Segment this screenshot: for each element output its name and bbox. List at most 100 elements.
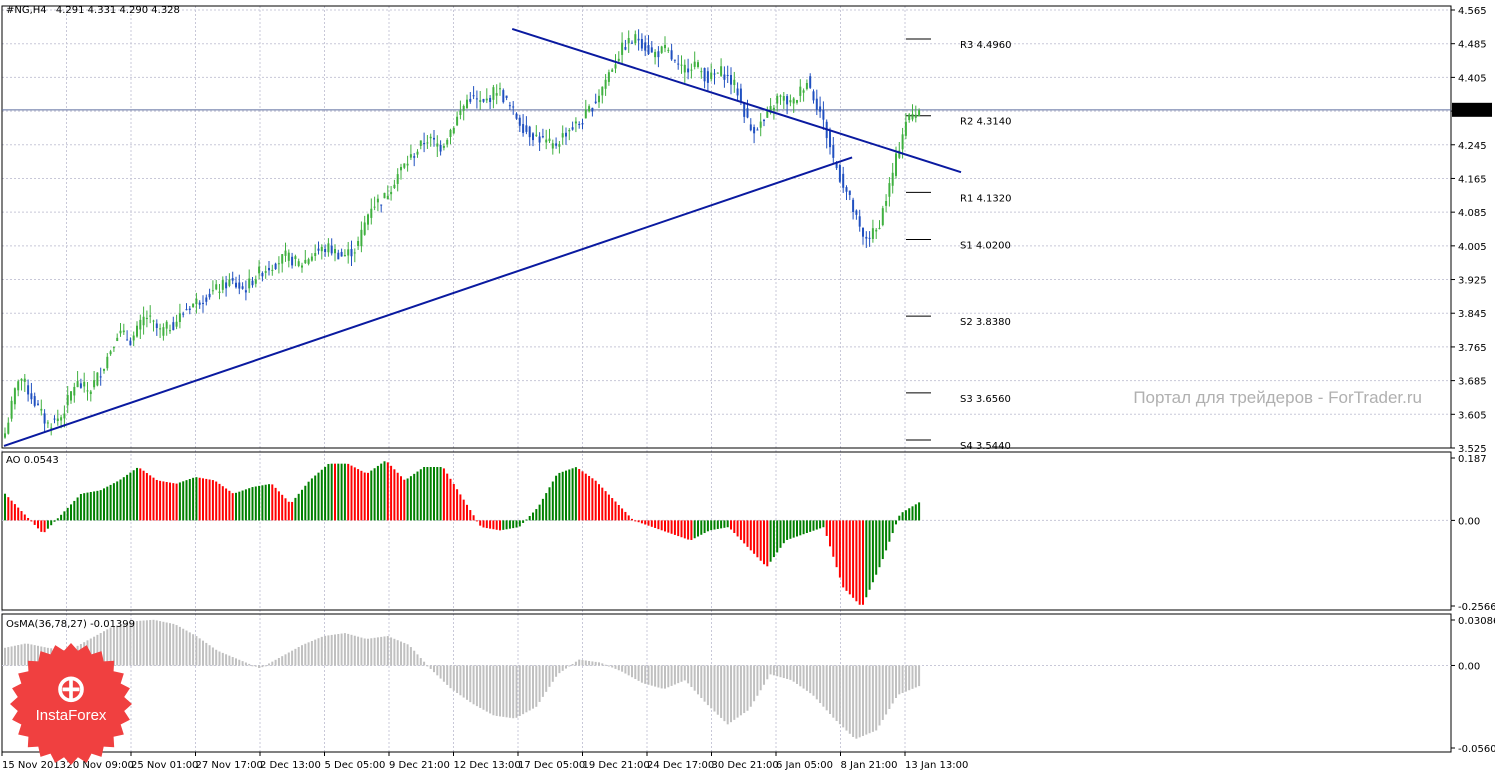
candle-body — [360, 229, 363, 247]
candle-body — [50, 427, 53, 429]
candle-body — [756, 129, 759, 131]
candle-body — [271, 269, 274, 271]
osma-bar — [251, 665, 254, 667]
ao-bar — [165, 481, 168, 521]
candle-body — [802, 90, 805, 93]
ao-bar — [815, 520, 818, 530]
ao-bar — [664, 520, 666, 532]
osma-bar — [888, 665, 891, 709]
panel-frame — [1, 451, 1452, 611]
ao-bar — [845, 520, 848, 591]
ao-bar — [730, 520, 732, 530]
ao-bar — [132, 470, 135, 521]
candle-body — [591, 107, 594, 112]
osma-bar — [185, 630, 188, 666]
candle-body — [129, 340, 132, 346]
osma-bar — [895, 665, 897, 699]
candle-body — [584, 109, 587, 119]
candle-body — [413, 156, 416, 158]
pivot-label-r1: R1 4.1320 — [960, 193, 1011, 204]
osma-bar — [360, 637, 363, 666]
candle-body — [76, 381, 79, 388]
osma-bar — [782, 665, 785, 679]
candle-body — [218, 291, 221, 293]
ao-bar — [17, 507, 20, 521]
ao-bar — [697, 520, 699, 537]
osma-bar — [416, 654, 419, 666]
candles — [4, 29, 921, 439]
candle-body — [56, 418, 59, 421]
pivot-label-r2: R2 4.3140 — [960, 117, 1011, 128]
osma-bar — [472, 665, 475, 705]
osma-bar — [829, 665, 831, 715]
candle-body — [845, 187, 848, 192]
osma-bar — [878, 665, 881, 726]
price-tick-label: 4.565 — [1458, 6, 1487, 17]
ao-bar — [512, 520, 515, 529]
osma-bar — [683, 665, 686, 681]
osma-bar — [885, 665, 888, 715]
candle-body — [908, 114, 911, 121]
osma-bar — [591, 661, 594, 666]
osma-bar — [248, 663, 251, 666]
candle-body — [535, 134, 538, 136]
osma-bar — [485, 665, 488, 712]
osma-bar — [221, 652, 224, 666]
candle-body — [30, 393, 33, 400]
candle-body — [911, 113, 914, 120]
ao-bar — [502, 520, 505, 530]
candle-body — [904, 121, 907, 136]
osma-bar — [215, 649, 218, 666]
candle-body — [565, 132, 567, 137]
ao-bar — [317, 472, 320, 521]
ao-bar — [73, 500, 76, 521]
osma-bar — [96, 634, 99, 666]
candle-body — [416, 151, 419, 155]
osma-bar — [753, 665, 756, 702]
candle-body — [195, 298, 198, 305]
osma-bar — [502, 665, 505, 717]
candle-body — [211, 290, 214, 292]
ao-bar — [532, 512, 534, 521]
osma-bar — [367, 638, 369, 666]
ao-bar — [188, 478, 191, 521]
ao-bar — [106, 486, 109, 521]
candle-body — [139, 319, 142, 330]
osma-bar — [320, 636, 323, 666]
ao-bar — [763, 520, 765, 565]
candle-body — [528, 126, 531, 138]
candle-body — [433, 137, 435, 140]
osma-bar — [654, 665, 657, 687]
candle-body — [185, 309, 188, 311]
ao-bar — [726, 520, 729, 528]
ao-bar — [202, 478, 204, 521]
ao-bar — [93, 491, 96, 521]
ao-bar — [396, 472, 399, 521]
osma-bar — [743, 665, 746, 714]
ao-bar — [357, 469, 360, 521]
ao-bar — [776, 520, 779, 553]
osma-bar — [693, 665, 696, 691]
ao-bar — [129, 472, 132, 521]
osma-bar — [23, 643, 26, 666]
osma-bar — [739, 665, 742, 716]
osma-bar — [862, 665, 864, 736]
candle-body — [175, 321, 178, 327]
osma-bar — [716, 665, 719, 715]
osma-bar — [225, 654, 228, 666]
ao-bar — [911, 506, 914, 521]
osma-bar — [211, 647, 214, 666]
osma-bar — [703, 665, 706, 702]
osma-bar — [89, 638, 92, 666]
osma-bar — [277, 657, 280, 666]
osma-bar — [403, 642, 406, 666]
watermark-text: Портал для трейдеров - ForTrader.ru — [1133, 388, 1422, 407]
candle-body — [357, 240, 360, 246]
ao-bar — [70, 504, 72, 521]
candle-body — [512, 106, 515, 108]
osma-bar — [264, 665, 267, 667]
price-tick-label: 4.405 — [1458, 73, 1487, 84]
candle-body — [268, 267, 270, 271]
time-tick-label: 8 Jan 21:00 — [841, 760, 898, 771]
